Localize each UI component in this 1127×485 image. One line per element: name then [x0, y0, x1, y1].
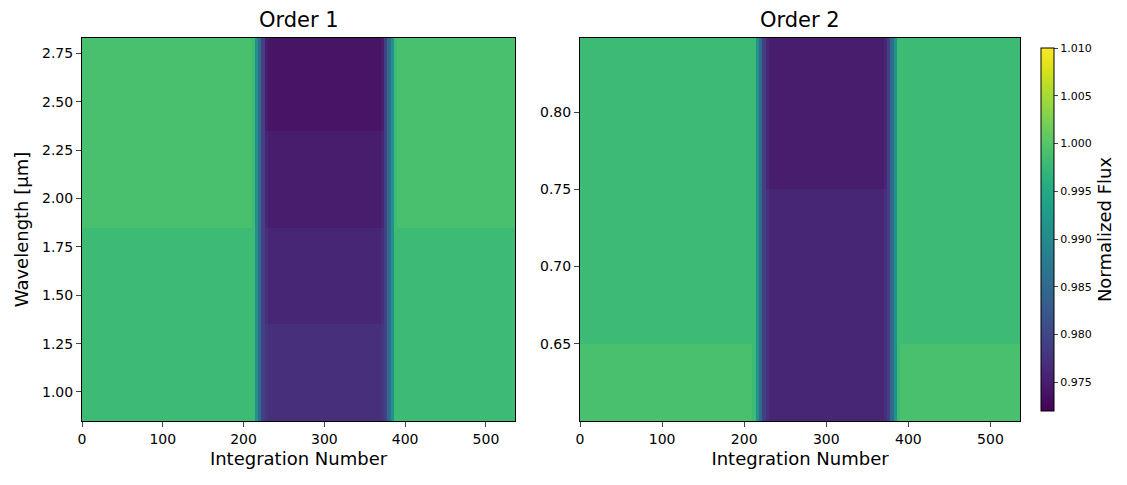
- svg-text:Integration Number: Integration Number: [711, 448, 889, 469]
- svg-text:0.80: 0.80: [540, 104, 571, 120]
- svg-text:100: 100: [149, 431, 176, 447]
- svg-text:0.75: 0.75: [540, 181, 571, 197]
- svg-text:2.00: 2.00: [42, 190, 73, 206]
- svg-text:Wavelength [µm]: Wavelength [µm]: [11, 152, 32, 308]
- svg-text:0.985: 0.985: [1060, 281, 1092, 294]
- svg-text:0.990: 0.990: [1060, 233, 1092, 246]
- svg-text:1.00: 1.00: [42, 384, 73, 400]
- svg-text:500: 500: [977, 431, 1004, 447]
- svg-text:1.010: 1.010: [1060, 42, 1092, 55]
- svg-text:200: 200: [230, 431, 257, 447]
- svg-text:1.000: 1.000: [1060, 137, 1092, 150]
- svg-text:0.70: 0.70: [540, 258, 571, 274]
- svg-text:1.75: 1.75: [42, 239, 73, 255]
- svg-text:0.65: 0.65: [540, 336, 571, 352]
- svg-text:400: 400: [392, 431, 419, 447]
- svg-text:500: 500: [473, 431, 500, 447]
- svg-text:1.005: 1.005: [1060, 90, 1092, 103]
- svg-text:1.50: 1.50: [42, 287, 73, 303]
- svg-text:2.25: 2.25: [42, 142, 73, 158]
- svg-text:300: 300: [813, 431, 840, 447]
- svg-text:0.980: 0.980: [1060, 328, 1092, 341]
- svg-text:100: 100: [649, 431, 676, 447]
- svg-text:1.25: 1.25: [42, 336, 73, 352]
- svg-text:2.50: 2.50: [42, 94, 73, 110]
- svg-text:300: 300: [311, 431, 338, 447]
- svg-text:2.75: 2.75: [42, 45, 73, 61]
- svg-text:400: 400: [895, 431, 922, 447]
- svg-text:0: 0: [78, 431, 87, 447]
- svg-text:200: 200: [731, 431, 758, 447]
- svg-text:Integration Number: Integration Number: [210, 448, 388, 469]
- svg-text:0.995: 0.995: [1060, 185, 1092, 198]
- svg-text:0: 0: [576, 431, 585, 447]
- svg-text:Order 2: Order 2: [760, 8, 840, 32]
- svg-text:0.975: 0.975: [1060, 376, 1092, 389]
- svg-text:Order 1: Order 1: [259, 8, 339, 32]
- svg-text:Normalized Flux: Normalized Flux: [1094, 157, 1115, 303]
